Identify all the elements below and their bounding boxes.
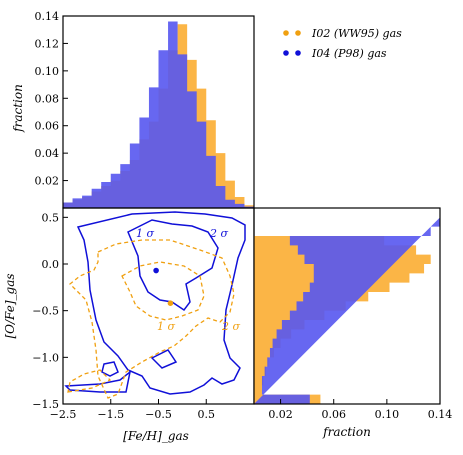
legend-marker-1b: [295, 30, 301, 36]
main-ytick-label: 0.0: [42, 258, 60, 271]
right-xlabel: fraction: [322, 425, 371, 439]
legend-marker-2a: [283, 50, 289, 56]
main-ytick-label: 0.5: [42, 211, 60, 224]
top-ytick-label: 0.10: [35, 65, 60, 78]
legend: I02 (WW95) gas I04 (P98) gas: [283, 27, 402, 60]
orange-2sigma-contour: [69, 239, 235, 399]
legend-label-2: I04 (P98) gas: [311, 47, 387, 60]
orange-1sigma-label: 1 σ: [157, 320, 175, 333]
main-ytick-label: −0.5: [32, 305, 59, 318]
main-xlabel: [Fe/H]_gas: [123, 429, 189, 443]
orange-1sigma-contour: [121, 261, 205, 321]
legend-marker-1a: [283, 30, 289, 36]
main-xtick-label: −0.5: [145, 408, 172, 421]
main-xtick-label: 0.5: [198, 408, 216, 421]
top-ytick-label: 0.02: [35, 175, 60, 188]
top-ytick-label: 0.14: [35, 10, 60, 23]
top-ytick-label: 0.12: [35, 37, 60, 50]
right-xtick-label: 0.02: [268, 408, 293, 421]
contour-lines: [64, 211, 246, 399]
blue-1sigma-label: 1 σ: [136, 227, 154, 240]
legend-marker-2b: [295, 50, 301, 56]
right-histogram-panel: 0.02 0.06 0.10 0.14: [253, 207, 453, 421]
top-ylabel: fraction: [11, 84, 25, 133]
right-axes-frame: [253, 207, 441, 405]
right-xtick-label: 0.06: [321, 408, 346, 421]
blue-island-contour: [101, 361, 119, 377]
orange-lower-contour: [67, 369, 112, 393]
top-hist-series-1: [63, 21, 254, 208]
main-xtick-label: −1.5: [97, 408, 124, 421]
blue-2sigma-contour: [76, 211, 246, 395]
main-ytick-label: −1.0: [32, 351, 59, 364]
blue-1sigma-contour: [127, 219, 219, 312]
main-ylabel: [O/Fe]_gas: [3, 273, 17, 338]
contour-center-point-1: [167, 300, 174, 307]
right-xtick-label: 0.14: [428, 408, 453, 421]
top-histogram-panel: 0.02 0.04 0.06 0.08 0.10 0.12 0.14: [35, 10, 255, 209]
top-ytick-label: 0.06: [35, 120, 60, 133]
sigma-labels: 1 σ 2 σ 1 σ 2 σ: [136, 227, 240, 333]
top-ytick-label: 0.08: [35, 92, 60, 105]
right-hist-series-1: [254, 217, 440, 404]
contour-panel: 1 σ 2 σ 1 σ 2 σ −2.5 −1.5 −0.5 0.50.50.0−0.…: [32, 207, 255, 421]
right-xtick-label: 0.10: [375, 408, 400, 421]
orange-2sigma-label: 2 σ: [221, 320, 240, 333]
main-ytick-label: −1.5: [32, 398, 59, 411]
legend-label-1: I02 (WW95) gas: [311, 27, 402, 40]
main-xtick-label: −2.5: [50, 408, 77, 421]
blue-2sigma-label: 2 σ: [209, 227, 228, 240]
top-ytick-label: 0.04: [35, 147, 60, 160]
blue-lowerright-contour: [150, 349, 178, 369]
contour-center-point-0: [153, 267, 159, 274]
